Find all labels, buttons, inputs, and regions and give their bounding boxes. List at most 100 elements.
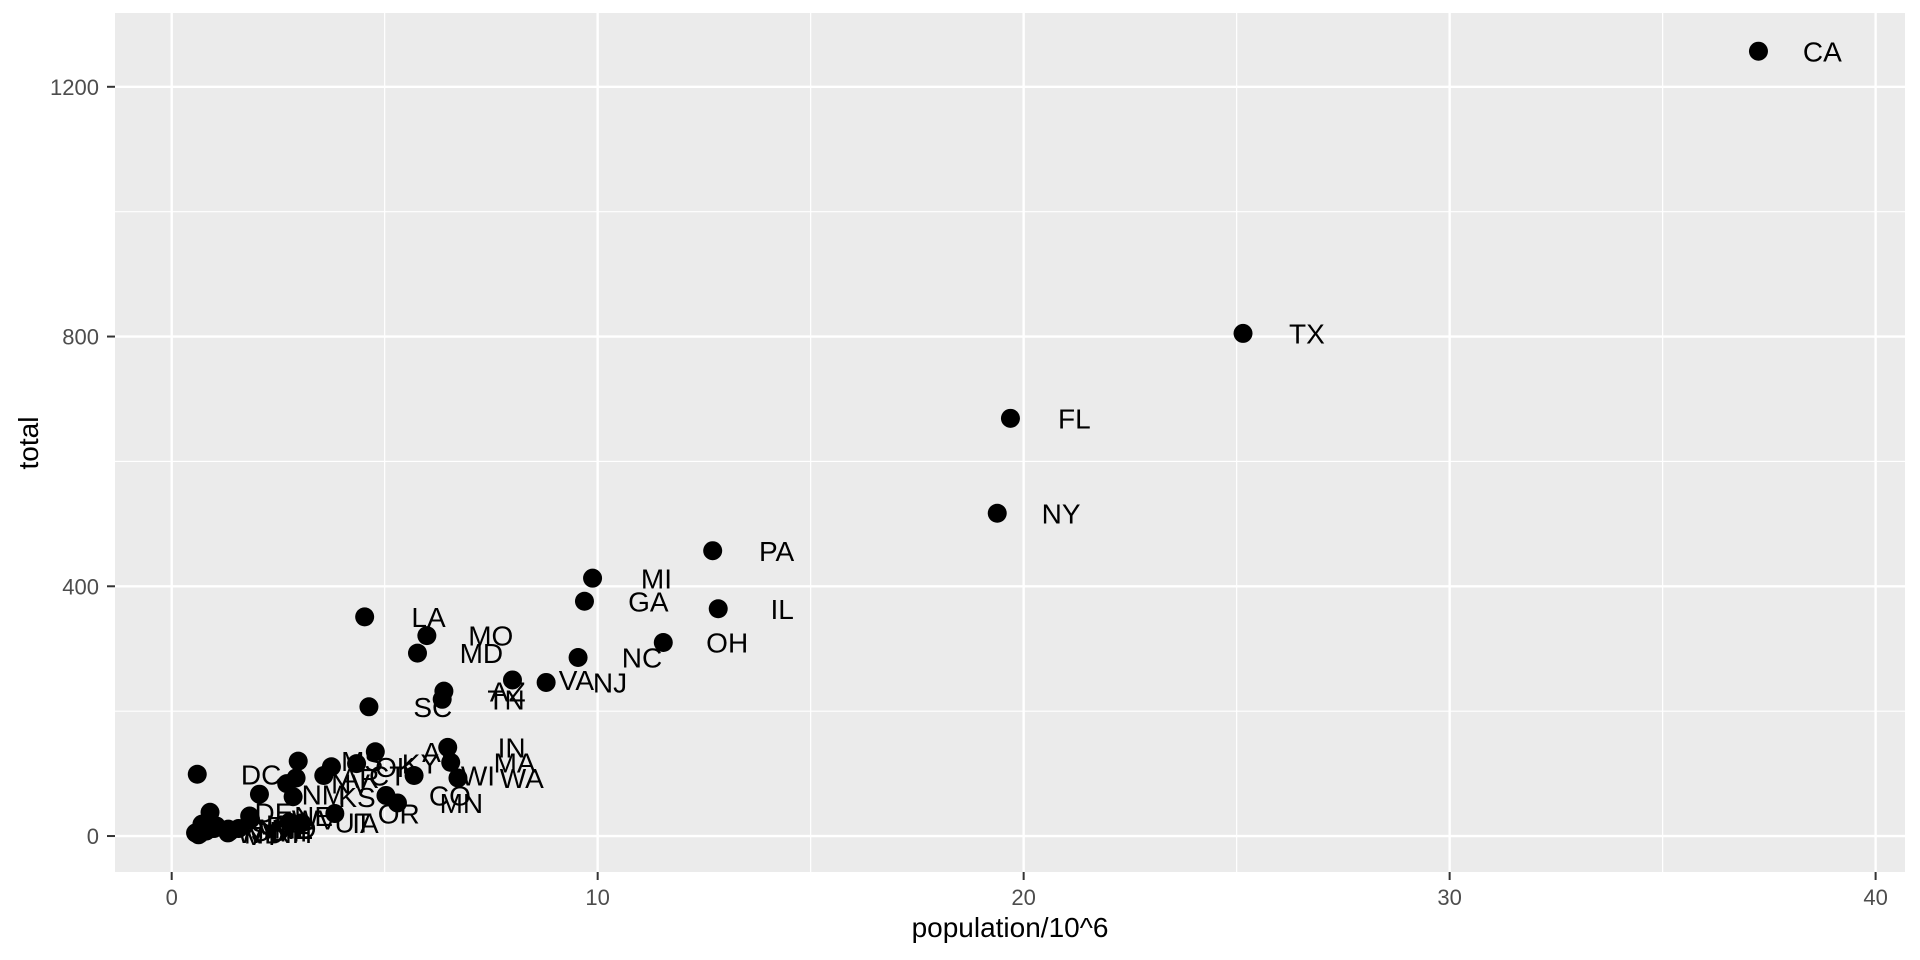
point-label-CT: CT <box>369 761 406 792</box>
point-label-NC: NC <box>622 643 662 674</box>
data-point-LA <box>355 607 375 627</box>
point-label-AR: AR <box>341 763 380 794</box>
data-point-OR <box>325 804 345 824</box>
point-label-SD: SD <box>251 816 290 847</box>
data-point-NV <box>277 774 297 794</box>
plot-panel-background <box>115 13 1905 872</box>
data-point-MN <box>387 793 407 813</box>
point-label-TX: TX <box>1289 319 1325 350</box>
data-point-UT <box>279 812 299 832</box>
axis-tick-marks <box>107 85 1877 880</box>
x-tick-label: 30 <box>1437 885 1461 910</box>
point-label-NV: NV <box>331 769 370 800</box>
data-point-NY <box>987 503 1007 523</box>
point-label-WV: WV <box>292 804 337 835</box>
point-label-MS: MS <box>341 746 383 777</box>
point-label-MA: MA <box>494 747 536 778</box>
data-point-NM <box>249 784 269 804</box>
point-label-OR: OR <box>378 799 420 830</box>
point-label-HI: HI <box>280 817 308 848</box>
data-point-WV <box>241 809 261 829</box>
data-points <box>186 41 1768 845</box>
point-label-CO: CO <box>429 781 471 812</box>
data-point-IN <box>438 737 458 757</box>
point-label-VA: VA <box>559 665 595 696</box>
point-label-WY: WY <box>237 818 282 849</box>
data-point-PA <box>703 541 723 561</box>
point-label-GA: GA <box>628 586 669 617</box>
point-label-VT: VT <box>245 820 281 851</box>
point-label-MN: MN <box>440 788 484 819</box>
point-label-KY: KY <box>402 749 440 780</box>
x-tick-label: 20 <box>1011 885 1035 910</box>
data-point-OK <box>321 757 341 777</box>
data-point-AL <box>365 742 385 762</box>
data-point-WI <box>404 765 424 785</box>
x-tick-label: 10 <box>585 885 609 910</box>
point-label-AK: AK <box>247 809 285 840</box>
data-point-OH <box>653 632 673 652</box>
point-label-RI: RI <box>266 811 294 842</box>
x-axis-title: population/10^6 <box>912 912 1109 943</box>
data-point-TN <box>432 689 452 709</box>
minor-gridlines <box>115 13 1905 872</box>
x-tick-label: 40 <box>1863 885 1887 910</box>
point-label-WA: WA <box>500 763 544 794</box>
point-label-ID: ID <box>288 814 316 845</box>
y-tick-label: 0 <box>87 824 99 849</box>
point-label-SC: SC <box>413 692 452 723</box>
point-label-IA: IA <box>352 808 379 839</box>
point-label-WI: WI <box>461 761 495 792</box>
point-label-NH: NH <box>272 818 312 849</box>
y-axis-title: total <box>13 417 44 470</box>
point-label-OK: OK <box>375 752 416 783</box>
point-label-TN: TN <box>487 684 524 715</box>
point-label-LA: LA <box>411 602 446 633</box>
point-label-OH: OH <box>706 628 748 659</box>
y-tick-label: 400 <box>62 574 99 599</box>
data-point-NJ <box>536 672 556 692</box>
point-label-DE: DE <box>254 797 293 828</box>
point-label-CA: CA <box>1803 36 1842 67</box>
point-label-MI: MI <box>641 563 672 594</box>
point-label-ME: ME <box>271 814 313 845</box>
data-point-WA <box>448 768 468 788</box>
data-point-DC <box>187 764 207 784</box>
point-label-NE: NE <box>294 801 333 832</box>
data-point-CA <box>1748 41 1768 61</box>
data-point-FL <box>1000 408 1020 428</box>
point-label-ND: ND <box>244 819 284 850</box>
data-point-KY <box>347 754 367 774</box>
point-label-AZ: AZ <box>490 676 526 707</box>
point-label-DC: DC <box>241 759 281 790</box>
y-tick-label: 800 <box>62 325 99 350</box>
point-label-UT: UT <box>334 807 371 838</box>
point-label-KS: KS <box>338 782 375 813</box>
major-gridlines <box>115 13 1905 872</box>
point-label-MD: MD <box>460 638 504 669</box>
data-point-MA <box>441 752 461 772</box>
data-point-GA <box>574 591 594 611</box>
point-label-IN: IN <box>498 732 526 763</box>
point-label-NJ: NJ <box>593 668 627 699</box>
data-point-NC <box>568 647 588 667</box>
data-point-MS <box>288 751 308 771</box>
point-label-NY: NY <box>1042 498 1081 529</box>
data-point-VA <box>502 670 522 690</box>
data-point-WY <box>186 823 206 843</box>
point-label-PA: PA <box>759 536 795 567</box>
x-tick-label: 0 <box>166 885 178 910</box>
data-point-MI <box>583 568 603 588</box>
data-point-IL <box>708 599 728 619</box>
point-label-MT: MT <box>258 814 298 845</box>
data-point-MO <box>417 626 437 646</box>
point-label-NM: NM <box>302 779 346 810</box>
point-label-FL: FL <box>1058 403 1091 434</box>
point-label-AL: AL <box>422 737 456 768</box>
point-label-IL: IL <box>770 594 793 625</box>
data-point-TX <box>1233 323 1253 343</box>
